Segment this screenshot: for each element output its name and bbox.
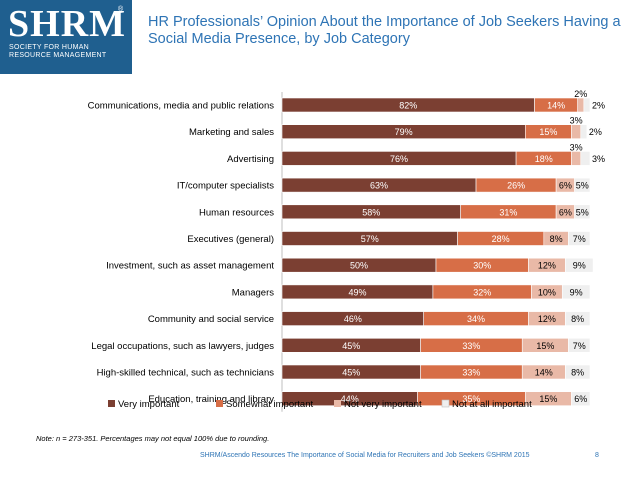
bar-segment xyxy=(568,337,591,353)
data-label: 45% xyxy=(342,341,360,351)
bar-segment xyxy=(561,284,591,300)
legend-swatch xyxy=(108,400,115,407)
data-label: 3% xyxy=(570,116,583,126)
data-label: 3% xyxy=(592,154,605,164)
category-label: Education, training and library xyxy=(148,394,274,405)
slide-title: HR Professionals’ Opinion About the Impo… xyxy=(148,14,621,47)
data-label: 12% xyxy=(538,261,556,271)
data-label: 33% xyxy=(462,368,480,378)
bar-segment xyxy=(571,391,591,407)
data-label: 7% xyxy=(573,234,586,244)
legend-label: Very important xyxy=(118,399,180,410)
bar-segment xyxy=(571,124,582,140)
legend-label: Somewhat important xyxy=(226,399,313,410)
data-label: 8% xyxy=(571,314,584,324)
data-label: 79% xyxy=(395,127,413,137)
bar-segment xyxy=(574,177,591,193)
data-label: 15% xyxy=(536,341,554,351)
category-label: Human resources xyxy=(199,207,274,218)
shrm-logo: SHRM ® SOCIETY FOR HUMAN RESOURCE MANAGE… xyxy=(0,0,132,74)
data-label: 2% xyxy=(574,89,587,99)
category-label: Communications, media and public relatio… xyxy=(88,101,275,112)
data-label: 8% xyxy=(571,368,584,378)
category-label: Advertising xyxy=(227,154,274,165)
data-label: 7% xyxy=(573,341,586,351)
data-label: 12% xyxy=(538,314,556,324)
page-number: 8 xyxy=(595,452,599,459)
data-label: 2% xyxy=(589,127,602,137)
category-label: Managers xyxy=(232,287,274,298)
bar-segment xyxy=(580,151,591,166)
data-label: 6% xyxy=(559,207,572,217)
bar-segment xyxy=(565,364,591,380)
bar-segment xyxy=(565,257,594,273)
data-label: 15% xyxy=(539,127,557,137)
data-label: 34% xyxy=(467,314,485,324)
data-label: 82% xyxy=(399,101,417,111)
data-label: 30% xyxy=(473,261,491,271)
data-label: 5% xyxy=(576,181,589,191)
legend-label: Not very important xyxy=(344,399,422,410)
data-label: 14% xyxy=(547,101,565,111)
category-label: Legal occupations, such as lawyers, judg… xyxy=(91,341,274,352)
data-label: 31% xyxy=(499,207,517,217)
data-label: 35% xyxy=(462,394,480,404)
data-label: 76% xyxy=(390,154,408,164)
bar-segment xyxy=(577,97,585,113)
data-label: 3% xyxy=(570,142,583,152)
data-label: 57% xyxy=(361,234,379,244)
data-label: 58% xyxy=(362,207,380,217)
legend-swatch xyxy=(216,400,223,407)
data-label: 33% xyxy=(462,341,480,351)
legend-swatch xyxy=(441,399,450,408)
data-label: 63% xyxy=(370,181,388,191)
category-label: Community and social service xyxy=(148,314,274,325)
data-label: 18% xyxy=(535,154,553,164)
footer-source: SHRM/Ascendo Resources The Importance of… xyxy=(200,452,530,459)
bar-segment xyxy=(580,124,588,140)
legend-label: Not at all important xyxy=(452,399,532,410)
footnote: Note: n = 273-351. Percentages may not e… xyxy=(36,434,270,443)
bar-segment xyxy=(574,204,591,220)
data-label: 9% xyxy=(573,261,586,271)
category-label: Executives (general) xyxy=(187,234,274,245)
bar-segment xyxy=(583,97,591,113)
logo-subtitle: SOCIETY FOR HUMAN RESOURCE MANAGEMENT xyxy=(9,44,107,59)
data-label: 8% xyxy=(550,234,563,244)
data-label: 28% xyxy=(492,234,510,244)
data-label: 45% xyxy=(342,368,360,378)
category-label: Marketing and sales xyxy=(189,127,274,138)
data-label: 6% xyxy=(574,394,587,404)
data-label: 6% xyxy=(559,181,572,191)
data-label: 14% xyxy=(535,368,553,378)
data-label: 46% xyxy=(344,314,362,324)
category-label: Investment, such as asset management xyxy=(106,261,274,272)
bar-segment xyxy=(568,231,591,246)
data-label: 26% xyxy=(507,181,525,191)
category-label: IT/computer specialists xyxy=(177,181,274,192)
data-label: 44% xyxy=(341,394,359,404)
stacked-bar-chart: Communications, media and public relatio… xyxy=(88,89,605,412)
bar-segment xyxy=(571,151,582,166)
data-label: 2% xyxy=(592,101,605,111)
data-label: 49% xyxy=(348,287,366,297)
bar-segment xyxy=(565,311,591,326)
data-label: 5% xyxy=(576,207,589,217)
legend-swatch xyxy=(334,400,341,407)
data-label: 50% xyxy=(350,261,368,271)
data-label: 9% xyxy=(570,287,583,297)
data-label: 10% xyxy=(538,287,556,297)
data-label: 15% xyxy=(539,394,557,404)
logo-registered-mark: ® xyxy=(118,6,124,13)
logo-text: SHRM xyxy=(8,3,126,45)
category-label: High-skilled technical, such as technici… xyxy=(97,368,275,379)
data-label: 32% xyxy=(473,287,491,297)
